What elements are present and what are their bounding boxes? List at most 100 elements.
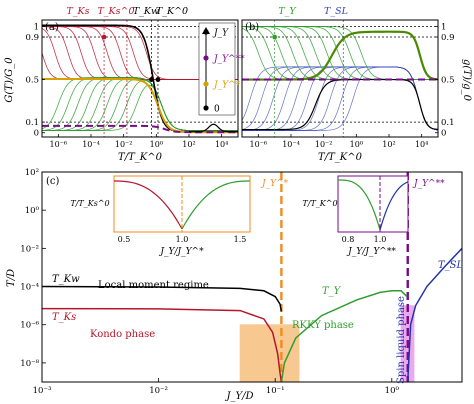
y-axis-label-c: T/D — [6, 269, 17, 287]
inset1-tick: 1.5 — [234, 235, 247, 244]
kondo-window — [239, 324, 300, 382]
label-JYstarstar: J_Y^** — [412, 179, 445, 189]
rkky-curve-b — [242, 25, 438, 80]
x-tick-label-b: 10⁻⁶ — [250, 140, 268, 149]
panel-b-plot — [242, 20, 438, 137]
inset2-xlabel: J_Y/J_Y^** — [346, 247, 396, 257]
top-label-a: T_K^0 — [156, 6, 188, 17]
x-axis-label-c: J_Y/D — [225, 391, 254, 402]
region-local-moment: Local moment regime — [98, 280, 209, 291]
y-tick-label-c: 10² — [25, 168, 39, 178]
label-TY: T_Y — [322, 286, 342, 297]
y-tick-label-c: 10⁻⁴ — [20, 283, 39, 293]
legend-label: 0 — [214, 105, 220, 115]
y-tick-label-c: 10⁻⁸ — [20, 359, 39, 369]
series-T_Kw — [42, 285, 283, 312]
label-JYstar: J_Y^* — [260, 179, 289, 189]
y-tick-label-a: 1 — [34, 22, 39, 32]
threshold-curve — [42, 78, 238, 134]
y-axis-label-a: G(T)/G_0 — [4, 57, 15, 103]
y-tick-label-b: 1 — [441, 22, 446, 32]
highlight-curve-b — [242, 30, 438, 81]
x-tick-label-b: 10⁴ — [415, 140, 428, 149]
x-axis-label-b: T/T_K^0 — [318, 152, 363, 163]
y-tick-label-b: 0.9 — [441, 33, 455, 43]
inset1-ylabel: T/T_Ks^0 — [70, 199, 109, 208]
label-TKw: T_Kw — [52, 274, 80, 285]
y-tick-label-c: 10⁻² — [20, 244, 39, 254]
top-label-a: T_Ks^0 — [97, 6, 134, 17]
marker-dot — [155, 77, 161, 82]
inset2-frame — [337, 175, 409, 233]
marker-dot — [149, 77, 154, 82]
marker-dot — [101, 34, 107, 40]
x-tick-label-a: 10² — [182, 140, 195, 149]
rkky-curve-b — [242, 25, 438, 80]
bump-curve — [189, 123, 238, 133]
series-T_Ks — [42, 307, 283, 382]
y-tick-label-a: 0.5 — [25, 76, 39, 86]
panel-b-frame — [241, 19, 439, 138]
rkky-curve-b — [242, 25, 438, 80]
x-tick-label-a: 10⁻⁴ — [82, 140, 100, 149]
rkky-curve-b — [242, 26, 438, 80]
inset2-rkky-curve — [338, 179, 381, 231]
rkky-curve-b — [242, 25, 438, 80]
x-tick-label-b: 10² — [382, 140, 395, 149]
y-tick-label-a: 0 — [34, 129, 39, 139]
x-tick-label-b: 10⁰ — [350, 140, 363, 149]
x-tick-label-c: 10⁻¹ — [266, 386, 285, 396]
series-T_SL — [406, 247, 462, 382]
inset1-rkky-curve — [181, 180, 251, 230]
y-tick-label-a: 0.1 — [25, 118, 39, 128]
y-tick-label-b: 0.5 — [441, 76, 455, 86]
inset2-tick: 1.0 — [374, 235, 387, 244]
legend-dot — [203, 81, 209, 87]
legend-box — [198, 22, 236, 116]
panel-a-plot — [42, 20, 238, 137]
sl-curve — [242, 66, 438, 131]
inset2-ylabel: T/T_K^0 — [302, 199, 337, 208]
y-tick-label-c: 10⁰ — [25, 206, 40, 216]
top-label-b: T_SL — [324, 6, 348, 17]
inset1-tick: 0.5 — [118, 235, 131, 244]
inset2-tick: 0.8 — [342, 235, 355, 244]
top-label-a: T_Kw — [133, 6, 159, 17]
inset1-kondo-curve — [113, 180, 183, 230]
y-tick-label-c: 10⁻⁶ — [20, 321, 39, 331]
panel-c-frame — [41, 171, 463, 383]
legend-dot — [203, 105, 209, 111]
rkky-curve-b — [242, 26, 438, 80]
label-TSL: T_SL — [438, 260, 464, 271]
inset1-tick: 1.0 — [176, 235, 189, 244]
panel-label-a: (a) — [45, 22, 59, 33]
x-tick-label-b: 10⁻⁴ — [282, 140, 300, 149]
inset2-sl-curve — [379, 181, 409, 231]
inset1-xlabel: J_Y/J_Y^* — [158, 247, 204, 257]
region-spin-liquid: Spin liquid phase — [396, 296, 407, 384]
legend-label: J_Y^** — [212, 55, 245, 65]
y-tick-label-b: 0.1 — [441, 118, 455, 128]
label-TKs: T_Ks — [52, 312, 76, 323]
panel-a-frame — [41, 19, 239, 138]
x-tick-label-a: 10⁻² — [115, 140, 133, 149]
legend-dot — [203, 29, 209, 35]
x-tick-label-b: 10⁻² — [315, 140, 333, 149]
marker-dot-b — [272, 34, 278, 40]
y-tick-label-a: 0.9 — [25, 33, 39, 43]
x-tick-label-c: 10⁻³ — [33, 386, 52, 396]
y-tick-label-b: 0 — [441, 129, 446, 139]
legend-label: J_Y^* — [212, 81, 241, 91]
series-T_Y — [280, 290, 408, 382]
legend-a — [198, 22, 236, 116]
x-tick-label-c: 10⁻² — [149, 386, 168, 396]
panel-label-b: (b) — [245, 22, 259, 33]
region-kondo: Kondo phase — [90, 329, 155, 340]
top-label-b: T_Y — [278, 6, 297, 17]
rkky-curve-b — [242, 25, 438, 80]
x-tick-label-c: 10⁰ — [385, 386, 400, 396]
panel-c-plot — [42, 172, 462, 382]
rkky-curve-b — [242, 25, 438, 80]
legend-dot — [203, 55, 209, 61]
